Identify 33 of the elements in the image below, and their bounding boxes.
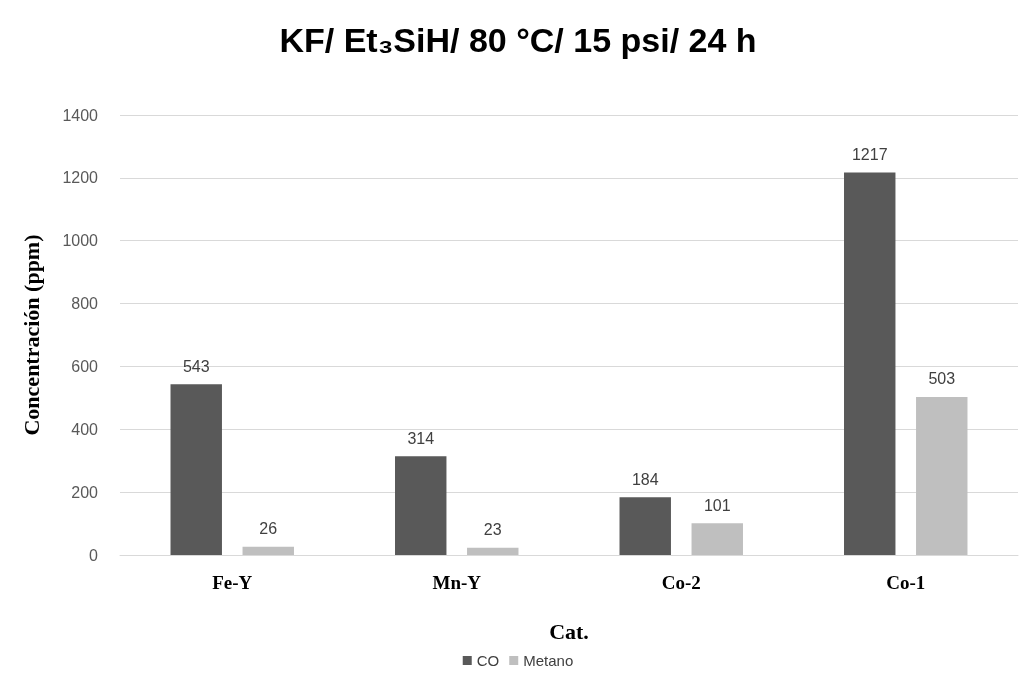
data-label: 184 xyxy=(631,470,659,488)
data-label: 101 xyxy=(703,496,731,514)
x-tick-label: Fe-Y xyxy=(212,572,253,593)
bar xyxy=(467,547,519,555)
data-label: 503 xyxy=(928,370,956,388)
data-label: 1217 xyxy=(851,146,888,164)
x-tick-label: Co-2 xyxy=(661,572,701,593)
chart-title: KF/ Et₃SiH/ 80 °C/ 15 psi/ 24 h xyxy=(279,21,757,59)
x-axis-title: Cat. xyxy=(549,618,589,644)
y-tick-label: 400 xyxy=(71,420,99,438)
y-axis-title: Concentración (ppm) xyxy=(18,234,44,436)
bar xyxy=(916,396,968,555)
y-tick-label: 800 xyxy=(71,295,99,313)
y-tick-label: 200 xyxy=(71,483,99,501)
data-label: 23 xyxy=(483,521,502,539)
y-tick-label: 1000 xyxy=(62,232,99,250)
x-tick-label: Co-1 xyxy=(886,572,926,593)
bar xyxy=(844,172,896,555)
x-tick-label: Mn-Y xyxy=(432,572,482,593)
data-label: 314 xyxy=(407,429,435,447)
bar xyxy=(619,497,671,555)
y-tick-label: 1400 xyxy=(62,106,99,124)
bar xyxy=(395,456,447,555)
legend-label: Metano xyxy=(523,652,574,669)
data-label: 543 xyxy=(182,357,210,375)
y-tick-label: 600 xyxy=(71,357,99,375)
bar xyxy=(691,523,743,555)
y-tick-label: 1200 xyxy=(62,169,99,187)
legend-label: CO xyxy=(476,652,500,669)
bar xyxy=(242,546,294,555)
data-label: 26 xyxy=(259,520,278,538)
y-tick-label: 0 xyxy=(89,546,99,564)
bar xyxy=(170,384,222,555)
